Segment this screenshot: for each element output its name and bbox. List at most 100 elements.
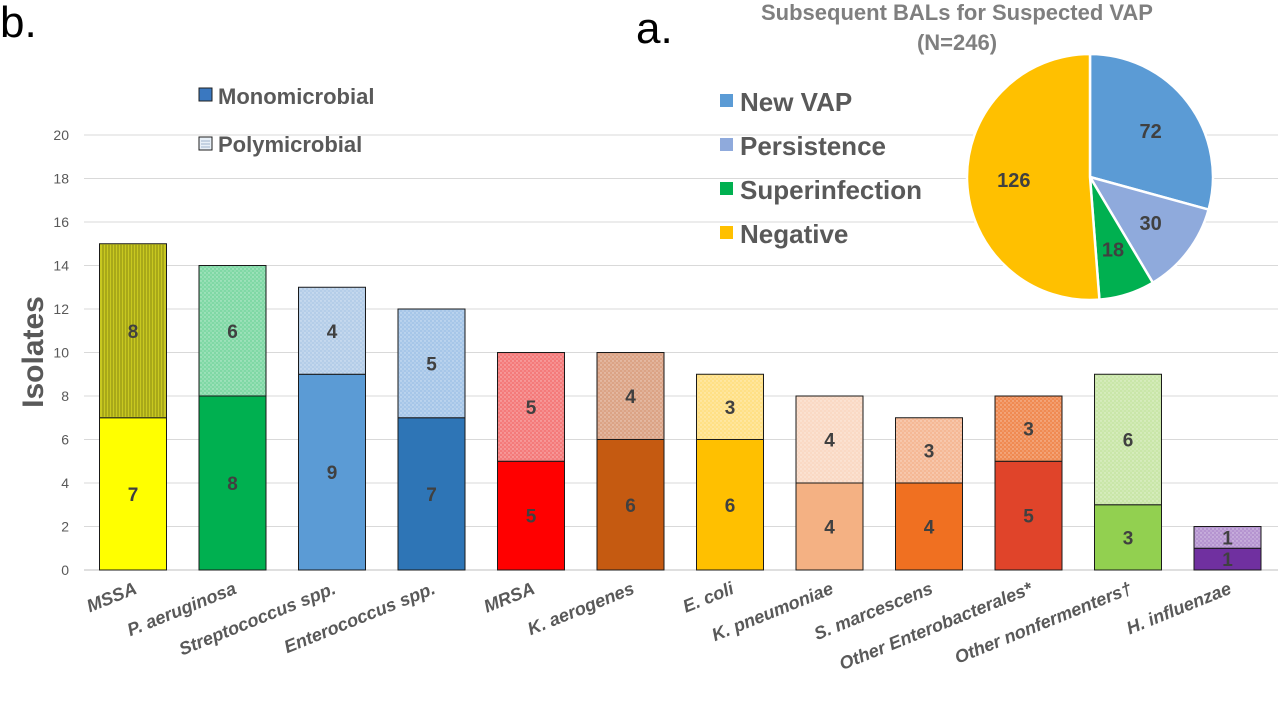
data-label-polymicrobial: 6 (227, 322, 238, 343)
pie-data-labels: 72 30 18 126 (997, 121, 1162, 262)
y-tick-label: 8 (61, 388, 69, 404)
pie-legend-item-superinfection: Superinfection (720, 175, 922, 205)
data-label-polymicrobial: 5 (526, 398, 537, 419)
data-label-polymicrobial: 4 (625, 387, 636, 408)
bar-monomicrobial-k-aerogenes (596, 439, 665, 571)
x-tick-label-h-influenzae: H. influenzae (1124, 578, 1234, 638)
y-tick-label: 0 (61, 562, 69, 578)
bar-monomicrobial-mssa (99, 417, 167, 571)
bar-polymicrobial-texture (299, 288, 365, 374)
bar-monomicrobial-other-enterobacterales (994, 460, 1063, 571)
data-label-monomicrobial: 6 (725, 496, 736, 517)
bar-group-k-pneumoniae: 44 (795, 395, 864, 571)
pie-slice-persistence (1087, 174, 1211, 285)
bar-group-other-enterobacterales: 53 (994, 395, 1063, 571)
data-label-polymicrobial: 3 (1023, 420, 1034, 441)
data-label-polymicrobial: 3 (725, 398, 736, 419)
pie-slice-new-vap (1088, 52, 1215, 212)
pie-legend-item-new-vap: New VAP (720, 87, 852, 117)
x-tick-label-e-coli: E. coli (680, 578, 738, 617)
data-label-monomicrobial: 3 (1123, 528, 1134, 549)
panel-label-a: a. (636, 4, 673, 53)
data-label-polymicrobial: 8 (128, 322, 139, 343)
bar-legend: Monomicrobial Polymicrobial (198, 84, 374, 157)
pie-title: Subsequent BALs for Suspected VAP (761, 0, 1153, 25)
x-tick-label-other-enterobacterales: Other Enterobacterales* (836, 578, 1035, 674)
bar-group-mrsa: 55 (497, 352, 565, 571)
data-label-monomicrobial: 1 (1222, 550, 1233, 571)
x-tick-label-other-nonfermenters: Other nonfermenters† (952, 578, 1135, 667)
data-label-monomicrobial: 4 (924, 518, 935, 539)
bar-polymicrobial-texture (1095, 375, 1161, 504)
pie-legend-item-persistence: Persistence (720, 131, 886, 161)
bar-polymicrobial-texture (598, 353, 663, 439)
pie-legend-swatch (720, 182, 733, 195)
legend-item-monomicrobial: Monomicrobial (198, 84, 374, 109)
pie-value-superinfection: 18 (1102, 240, 1124, 262)
pie-legend-label: Persistence (740, 131, 886, 161)
y-tick-label: 10 (53, 345, 69, 361)
data-label-polymicrobial: 3 (924, 441, 935, 462)
pie-legend-label: New VAP (740, 87, 852, 117)
y-axis-title: Isolates (17, 296, 50, 408)
x-tick-label-k-aerogenes: K. aerogenes (525, 578, 637, 639)
bar-monomicrobial-p-aeruginosa (198, 395, 267, 571)
bar-group-k-aerogenes: 64 (596, 352, 665, 571)
x-tick-label-mrsa: MRSA (481, 578, 538, 616)
pie-legend-item-negative: Negative (720, 219, 848, 249)
pie-legend-swatch (720, 226, 733, 239)
legend-item-polymicrobial: Polymicrobial (198, 132, 362, 157)
bar-polymicrobial-texture (797, 397, 862, 482)
pie-legend-label: Negative (740, 219, 848, 249)
data-label-monomicrobial: 4 (824, 518, 835, 539)
bar-polymicrobial-texture (399, 310, 464, 417)
pie-legend-swatch (720, 94, 733, 107)
bar-monomicrobial-streptococcus-spp (298, 373, 366, 571)
data-label-monomicrobial: 6 (625, 496, 636, 517)
bar-group-mssa: 78 (99, 243, 167, 571)
data-label-monomicrobial: 7 (128, 485, 139, 506)
legend-swatch-monomicrobial (198, 87, 213, 102)
pie-slice-negative (965, 52, 1101, 302)
bar-group-e-coli: 63 (696, 373, 764, 571)
pie-value-new-vap: 72 (1140, 121, 1162, 143)
panel-label-b: b. (0, 0, 37, 47)
y-tick-label: 6 (61, 432, 69, 448)
data-label-monomicrobial: 9 (327, 463, 338, 484)
bar-group-h-influenzae: 11 (1193, 526, 1262, 571)
data-label-monomicrobial: 8 (227, 474, 238, 495)
x-tick-label-mssa: MSSA (84, 578, 140, 616)
pie-value-negative: 126 (997, 170, 1030, 192)
bar-polymicrobial-texture (896, 418, 962, 482)
data-label-monomicrobial: 7 (426, 485, 437, 506)
bar-monomicrobial-k-pneumoniae (795, 482, 864, 571)
bar-polymicrobial-texture (498, 353, 564, 461)
bar-group-other-nonfermenters: 36 (1094, 373, 1162, 571)
pie-slices (965, 52, 1215, 302)
bar-group-enterococcus-spp: 75 (397, 308, 466, 571)
bar-polymicrobial-texture (200, 266, 265, 395)
data-label-monomicrobial: 5 (1023, 507, 1034, 528)
y-tick-label: 16 (53, 214, 69, 230)
bar-polymicrobial-texture (697, 375, 763, 439)
bar-polymicrobial-texture (996, 397, 1061, 461)
bar-monomicrobial-other-nonfermenters (1094, 504, 1162, 571)
legend-label-polymicrobial: Polymicrobial (218, 132, 362, 157)
data-label-polymicrobial: 5 (426, 354, 437, 375)
bar-monomicrobial-enterococcus-spp (397, 417, 466, 571)
y-tick-label: 2 (61, 519, 69, 535)
data-label-polymicrobial: 4 (824, 431, 835, 452)
y-tick-label: 20 (53, 127, 69, 143)
bar-polymicrobial-texture (1195, 527, 1260, 548)
pie-value-persistence: 30 (1140, 213, 1162, 235)
y-tick-label: 12 (53, 301, 69, 317)
pie-legend: New VAP Persistence Superinfection Negative (720, 87, 922, 249)
data-label-polymicrobial: 6 (1123, 431, 1134, 452)
y-tick-label: 18 (53, 171, 69, 187)
bar-polymicrobial-texture (100, 244, 166, 417)
data-label-monomicrobial: 5 (526, 507, 537, 528)
